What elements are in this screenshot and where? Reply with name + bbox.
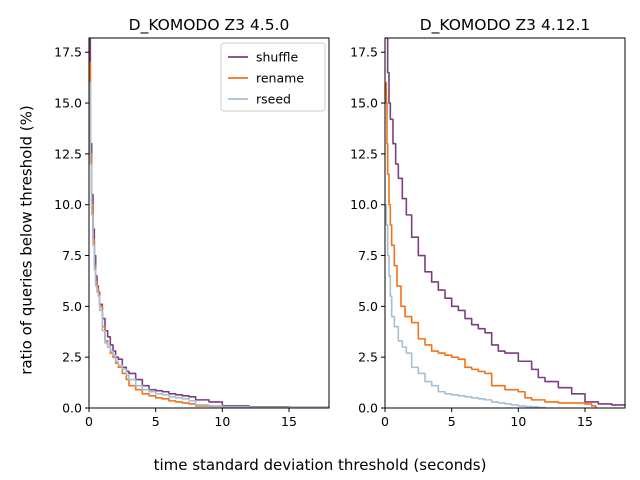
x-tick-label: 10	[510, 414, 526, 429]
series-line-shuffle	[89, 38, 329, 408]
plot-frame	[384, 37, 626, 409]
legend-label-shuffle: shuffle	[256, 50, 298, 65]
y-tick-label: 12.5	[54, 146, 82, 161]
right-panel: D_KOMODO Z3 4.12.1 0 5 10 15 0.0 2.5 5.0 7.5 10.…	[350, 16, 626, 429]
y-tick-label: 2.5	[62, 350, 82, 365]
x-tick-label: 5	[448, 414, 456, 429]
series-line-rename	[385, 81, 597, 408]
left-panel-title: D_KOMODO Z3 4.5.0	[129, 16, 290, 35]
left-panel: D_KOMODO Z3 4.5.0 0 5 10 15 0.0 2.5 5.0 7.5 10.0…	[54, 16, 330, 429]
y-tick-label: 2.5	[358, 350, 378, 365]
y-tick-label: 10.0	[54, 197, 82, 212]
y-tick-label: 15.0	[54, 96, 82, 111]
x-tick-label: 5	[152, 414, 160, 429]
series-line-shuffle	[385, 38, 625, 406]
legend-label-rename: rename	[256, 71, 304, 86]
y-axis-label: ratio of queries below threshold (%)	[18, 105, 36, 374]
x-tick-label: 15	[577, 414, 593, 429]
y-tick-label: 15.0	[350, 96, 378, 111]
y-tick-label: 0.0	[358, 401, 378, 416]
legend: shuffle rename rseed	[220, 42, 326, 112]
y-tick-label: 17.5	[350, 45, 378, 60]
y-tick-label: 7.5	[358, 248, 378, 263]
right-series-layer	[385, 38, 625, 408]
x-tick-label: 15	[281, 414, 297, 429]
y-tick-label: 7.5	[62, 248, 82, 263]
y-tick-label: 5.0	[62, 299, 82, 314]
y-tick-label: 5.0	[358, 299, 378, 314]
right-axes-layer: 0 5 10 15 0.0 2.5 5.0 7.5 10.0 12.5 15.0 17.5	[350, 37, 626, 429]
y-tick-label: 0.0	[62, 401, 82, 416]
y-tick-label: 10.0	[350, 197, 378, 212]
left-axes-layer: 0 5 10 15 0.0 2.5 5.0 7.5 10.0 12.5 15.0 17.5	[54, 37, 330, 429]
series-line-rseed	[89, 81, 329, 408]
x-tick-label: 0	[85, 414, 93, 429]
legend-box	[220, 42, 326, 112]
y-tick-label: 12.5	[350, 146, 378, 161]
x-axis-label: time standard deviation threshold (secon…	[154, 456, 487, 474]
right-panel-title: D_KOMODO Z3 4.12.1	[420, 16, 591, 35]
legend-label-rseed: rseed	[256, 92, 291, 107]
plot-frame	[88, 37, 330, 409]
y-tick-label: 17.5	[54, 45, 82, 60]
series-line-rename	[89, 61, 329, 408]
left-series-layer	[89, 38, 329, 408]
x-tick-label: 0	[381, 414, 389, 429]
series-line-rseed	[385, 203, 546, 408]
x-tick-label: 10	[214, 414, 230, 429]
